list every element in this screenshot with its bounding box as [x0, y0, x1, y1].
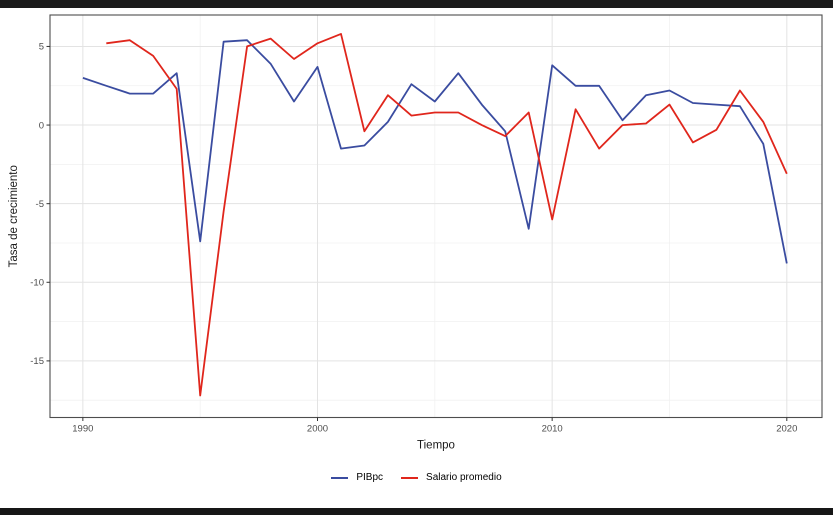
top-screen-bar: [0, 0, 833, 8]
chart-legend: PIBpc Salario promedio: [0, 468, 833, 488]
x-axis-title: Tiempo: [417, 440, 455, 452]
y-tick-label: 0: [39, 120, 44, 131]
legend-item-pibpc: PIBpc: [331, 473, 383, 483]
y-tick-label: -15: [30, 356, 44, 367]
legend-label-salario-promedio: Salario promedio: [426, 472, 502, 483]
y-tick-label: -10: [30, 277, 44, 288]
y-tick-label: 5: [39, 42, 44, 53]
legend-label-pibpc: PIBpc: [356, 472, 384, 483]
x-tick-label: 1990: [72, 424, 93, 435]
bottom-screen-bar: [0, 508, 833, 515]
y-axis-title: Tasa de crecimiento: [8, 165, 20, 267]
series-line-salario-promedio: [106, 33, 788, 397]
y-tick-label: -5: [36, 199, 44, 210]
legend-key-pibpc: [331, 477, 349, 479]
panel-border: [49, 14, 823, 419]
legend-key-salario-promedio: [401, 477, 419, 479]
x-tick-label: 2000: [307, 424, 328, 435]
series-line-pibpc: [82, 39, 788, 264]
legend-item-salario-promedio: Salario promedio: [401, 473, 502, 483]
x-tick-label: 2020: [776, 424, 797, 435]
x-tick-label: 2010: [542, 424, 563, 435]
plot-panel: [50, 15, 822, 418]
